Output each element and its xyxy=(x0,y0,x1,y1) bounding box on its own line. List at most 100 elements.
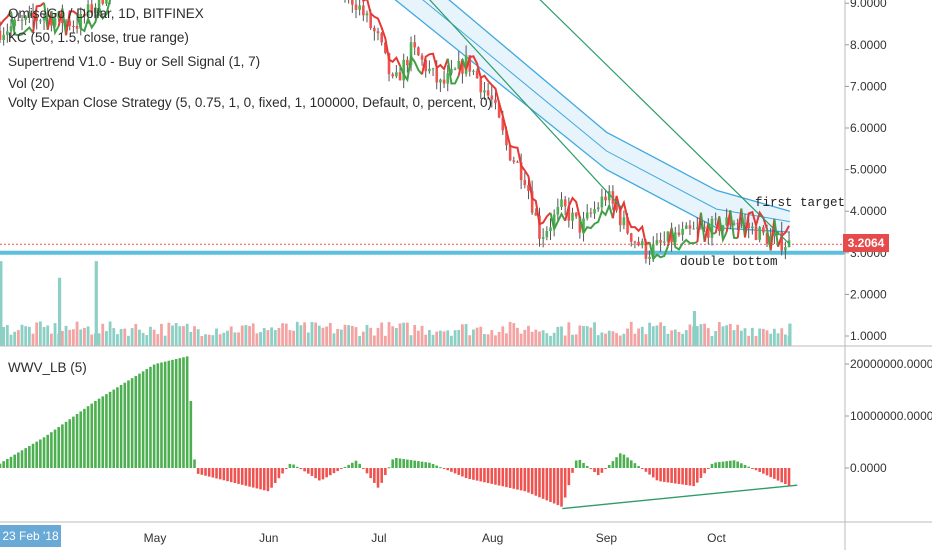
volume-bar xyxy=(64,325,68,346)
oscillator-bar xyxy=(229,468,233,483)
candle-body xyxy=(567,206,571,221)
volume-bar xyxy=(739,330,743,346)
candle-body xyxy=(684,225,688,229)
oscillator-bar xyxy=(673,468,677,484)
oscillator-bar xyxy=(593,468,596,473)
candle-body xyxy=(497,103,501,118)
volume-bar xyxy=(251,323,255,346)
volume-bar xyxy=(743,328,747,346)
volume-bar xyxy=(732,330,736,346)
candle-body xyxy=(501,117,505,131)
oscillator-bar xyxy=(541,468,545,499)
volume-bar xyxy=(361,331,365,346)
oscillator-bar xyxy=(596,468,600,476)
oscillator-bar xyxy=(262,468,266,491)
volume-bar xyxy=(394,328,398,346)
volume-bar xyxy=(714,330,718,346)
oscillator-bar xyxy=(743,464,747,468)
volume-bar xyxy=(380,322,384,346)
supertrend-segment xyxy=(65,10,78,36)
candle-body xyxy=(428,68,431,72)
volume-bar xyxy=(673,329,677,346)
oscillator-bar xyxy=(769,468,772,478)
candle-body xyxy=(494,99,497,104)
oscillator-bar xyxy=(640,468,644,469)
double-bottom-label: double bottom xyxy=(680,255,778,269)
candle-body xyxy=(714,218,717,220)
candle-body xyxy=(479,78,483,93)
candle-body xyxy=(395,72,398,77)
candle-body xyxy=(391,74,394,77)
oscillator-bar xyxy=(57,427,61,468)
oscillator-bar xyxy=(732,460,736,468)
volume-bar xyxy=(593,322,596,346)
candle-body xyxy=(439,79,442,83)
volume-bar xyxy=(204,334,207,346)
volume-bar xyxy=(475,327,479,346)
oscillator-bar xyxy=(497,468,501,486)
oscillator-bar xyxy=(776,468,780,481)
price-tick-label: 7.0000 xyxy=(850,79,887,93)
legend-kc: KC (50, 1.5, close, true range) xyxy=(8,30,189,45)
oscillator-bar xyxy=(68,419,72,468)
candle-body xyxy=(453,68,457,70)
oscillator-bar xyxy=(185,356,189,468)
oscillator-bar xyxy=(468,468,472,480)
volume-bar xyxy=(182,326,185,346)
oscillator-bar xyxy=(402,459,405,468)
candle-body xyxy=(640,241,644,246)
candle-body xyxy=(578,216,582,233)
volume-bar xyxy=(108,321,112,346)
oscillator-bar xyxy=(0,463,2,468)
volume-bars xyxy=(0,261,792,346)
oscillator-bar xyxy=(292,464,295,468)
oscillator-bar xyxy=(108,391,112,468)
oscillator-bar xyxy=(31,443,35,468)
volume-bar xyxy=(644,334,648,346)
x-tick-label: Oct xyxy=(707,531,726,545)
volume-bar xyxy=(171,325,174,346)
candle-body xyxy=(9,26,13,32)
candle-body xyxy=(387,52,391,75)
oscillator-bar xyxy=(369,468,372,479)
oscillator-bar xyxy=(105,394,108,468)
supertrend-segment xyxy=(10,11,34,37)
candle-body xyxy=(629,233,633,242)
volume-bar xyxy=(130,328,134,346)
volume-bar xyxy=(119,329,123,346)
candle-body xyxy=(692,228,695,230)
candle-body xyxy=(39,20,42,22)
oscillator-bar xyxy=(134,375,138,468)
oscillator-bar xyxy=(604,468,607,469)
volume-bar xyxy=(299,325,303,346)
candle-body xyxy=(696,227,699,229)
supertrend-segment xyxy=(465,55,552,226)
oscillator-bar xyxy=(574,460,578,468)
oscillator-bar xyxy=(530,468,534,495)
candle-body xyxy=(648,256,651,259)
candle-body xyxy=(743,222,747,224)
volume-bar xyxy=(116,334,119,346)
oscillator-bar xyxy=(174,359,178,468)
candle-body xyxy=(582,218,585,233)
oscillator-bar xyxy=(538,468,541,498)
volume-bar xyxy=(174,323,178,346)
price-tick-label: 5.0000 xyxy=(850,163,887,177)
supertrend-segment xyxy=(549,211,567,233)
volume-bar xyxy=(615,333,618,346)
candle-body xyxy=(673,232,677,243)
volume-bar xyxy=(86,326,90,346)
oscillator-bar xyxy=(655,468,659,481)
oscillator-bar xyxy=(101,396,105,468)
legend-volume: Vol (20) xyxy=(8,76,55,91)
oscillator-bar xyxy=(75,414,79,468)
volume-bar xyxy=(670,330,674,346)
volume-bar xyxy=(38,321,42,346)
volume-bar xyxy=(721,326,725,346)
volume-bar xyxy=(728,323,732,346)
oscillator-bar xyxy=(160,362,163,468)
volume-bar xyxy=(387,322,391,346)
oscillator-bar xyxy=(61,424,64,468)
oscillator-bar xyxy=(240,468,244,485)
